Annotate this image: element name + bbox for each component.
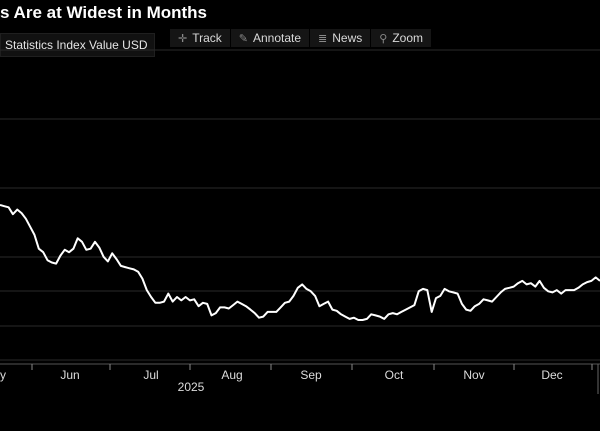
track-button[interactable]: ✛ Track — [170, 29, 231, 47]
x-tick-label: Oct — [385, 368, 404, 382]
gridlines — [0, 49, 600, 361]
chart-toolbar: ✛ Track ✎ Annotate ≣ News ⚲ Zoom — [170, 29, 433, 47]
track-label: Track — [192, 31, 222, 45]
news-button[interactable]: ≣ News — [310, 29, 372, 47]
magnifier-icon: ⚲ — [379, 32, 388, 45]
zoom-label: Zoom — [392, 31, 424, 45]
news-icon: ≣ — [318, 32, 328, 45]
x-tick-label: Nov — [463, 368, 484, 382]
x-axis: y Jun Jul Aug Sep Oct Nov Dec 2025 — [0, 363, 600, 394]
annotate-label: Annotate — [253, 31, 302, 45]
series-line — [0, 204, 600, 321]
crosshair-icon: ✛ — [178, 32, 188, 45]
chart-title: s Are at Widest in Months — [0, 3, 208, 22]
x-tick-label: Jun — [60, 368, 79, 382]
news-label: News — [332, 31, 363, 45]
pencil-icon: ✎ — [238, 32, 248, 45]
x-tick-label: y — [0, 368, 6, 382]
x-tick-label: Jul — [143, 368, 158, 382]
x-tick-label: Sep — [300, 368, 322, 382]
x-tick-label: Dec — [541, 368, 562, 382]
year-label: 2025 — [178, 380, 205, 394]
zoom-button[interactable]: ⚲ Zoom — [371, 29, 433, 47]
series-group — [0, 204, 600, 321]
x-tick-label: Aug — [221, 368, 242, 382]
legend-series-label: Statistics Index Value USD — [0, 33, 155, 57]
annotate-button[interactable]: ✎ Annotate — [230, 29, 311, 47]
